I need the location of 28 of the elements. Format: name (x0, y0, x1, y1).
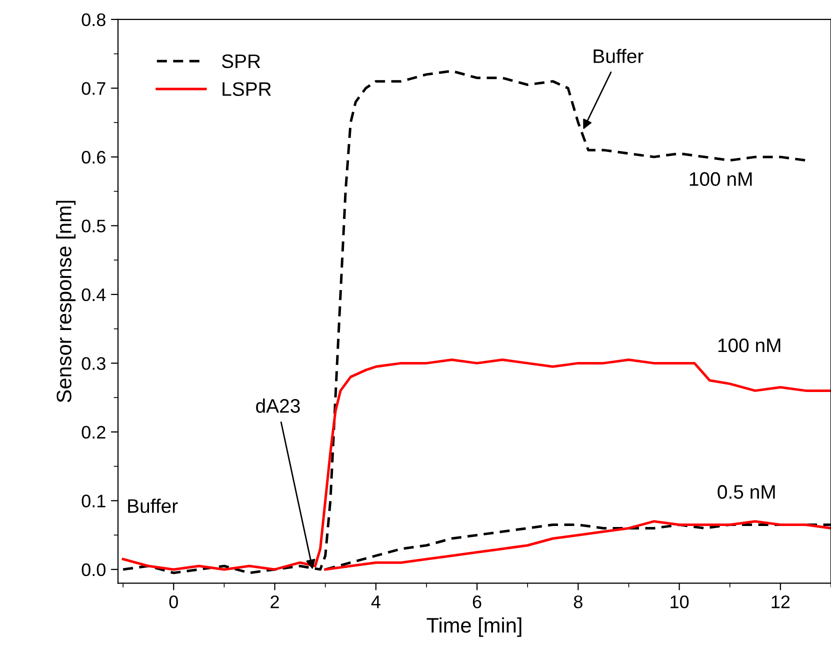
y-axis-title: Sensor response [nm] (56, 200, 76, 402)
y-tick-label: 0.5 (82, 220, 106, 232)
y-tick-label: 0.6 (82, 150, 106, 164)
x-tick-label: 12 (772, 595, 790, 608)
y-tick-label: 0.3 (82, 357, 106, 370)
x-tick-label: 2 (270, 595, 279, 608)
y-tick-label: 0.0 (82, 563, 106, 576)
annotation: 0.5 nM (718, 485, 775, 499)
y-tick-label: 0.2 (82, 426, 106, 439)
y-tick-label: 0.4 (82, 288, 106, 302)
annotation: 100 nM (718, 338, 780, 352)
annotation: dA23 (256, 398, 300, 413)
x-tick-label: 10 (670, 595, 689, 608)
x-tick-label: 8 (574, 595, 582, 608)
annotation: Buffer (128, 498, 178, 513)
y-tick-label: 0.1 (82, 494, 106, 508)
line-series (122, 70, 807, 574)
y-tick-label: 0.8 (82, 13, 106, 26)
annotation: Buffer (594, 48, 644, 64)
y-tick-label: 0.7 (82, 82, 106, 95)
annotation: 100 nM (690, 172, 752, 186)
legend-label: SPR (222, 54, 260, 68)
x-tick-label: 0 (169, 595, 178, 608)
line-series (122, 358, 831, 571)
x-axis-title: Time [min] (426, 617, 522, 637)
legend-label: LSPR (222, 82, 271, 96)
x-tick-label: 4 (371, 596, 380, 608)
x-tick-label: 6 (472, 595, 482, 608)
